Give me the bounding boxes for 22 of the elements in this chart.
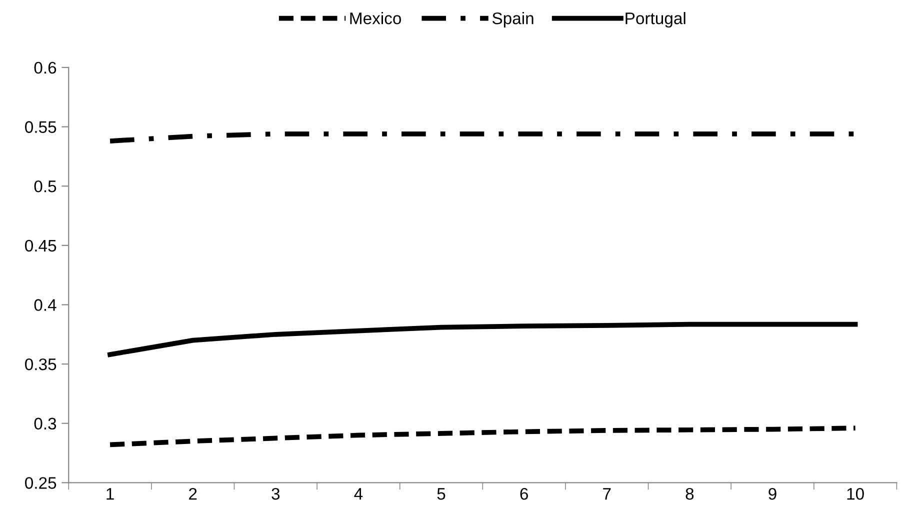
y-tick-label: 0.3 [34,418,56,430]
x-tick-label: 9 [768,488,776,500]
y-tick-label: 0.45 [25,240,56,252]
x-tick-label: 1 [106,488,114,500]
y-tick-label: 0.6 [34,62,56,74]
x-tick-label: 2 [189,488,197,500]
legend-label: Mexico [350,12,402,24]
legend-label: Portugal [626,12,686,28]
x-tick-label: 6 [520,488,528,500]
x-tick-label: 5 [437,488,446,500]
x-tick-label: 3 [272,488,280,500]
line-series [108,322,858,357]
y-tick-label: 0.55 [25,121,56,133]
x-tick-label: 8 [686,488,694,500]
y-tick-label: 0.25 [25,477,56,489]
y-tick-label: 0.4 [34,299,56,311]
x-tick-label: 4 [354,488,363,500]
x-tick-label: 7 [603,488,611,500]
y-tick-label: 0.35 [25,358,56,370]
legend-label: Spain [492,12,534,28]
x-tick-label: 10 [847,488,864,500]
y-tick-label: 0.5 [34,180,56,192]
